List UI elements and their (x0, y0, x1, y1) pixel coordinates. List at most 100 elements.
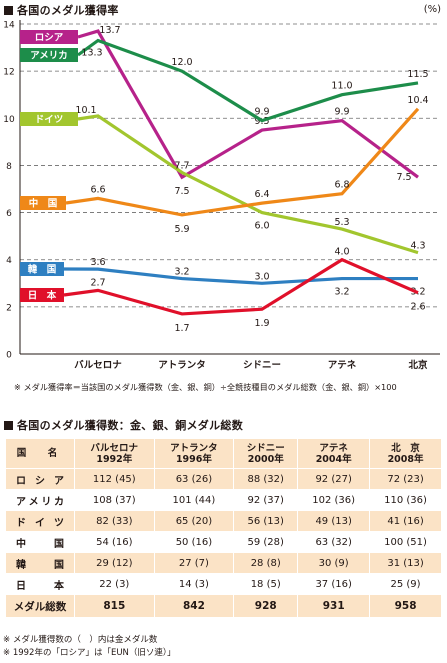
data-label: 7.5 (396, 172, 411, 183)
data-label: 13.3 (81, 48, 102, 59)
data-label: 7.5 (174, 186, 189, 197)
series-line (63, 257, 419, 316)
y-tick-label: 0 (6, 351, 12, 361)
country-cell: ロシア (5, 468, 75, 490)
column-header: 北 京 2008年 (369, 438, 442, 469)
x-tick-label: シドニー (243, 360, 281, 371)
series-line (77, 29, 419, 180)
country-char: イ (35, 517, 45, 529)
series-line (77, 114, 419, 255)
table-title: 各国のメダル獲得数：金、銀、銅メダル総数 (4, 417, 243, 433)
data-label: 1.9 (254, 318, 269, 329)
square-bullet-icon (4, 6, 13, 15)
country-char: 中 (16, 538, 26, 550)
data-label: 10.4 (407, 95, 428, 106)
country-column-header: 国 名 (5, 438, 75, 469)
y-tick-label: 4 (6, 256, 12, 266)
series-line (77, 38, 419, 123)
medal-count-cell: 92 (27) (297, 468, 371, 490)
square-bullet-icon (4, 421, 13, 430)
data-label: 6.8 (334, 180, 349, 191)
table-row: 日本 22 (3) 14 (3) 18 (5) 37 (16) 25 (9) (5, 573, 442, 595)
series-5: 2.7 1.7 1.9 4.0 2.6 日 本 (20, 247, 426, 334)
y-tick-label: 8 (6, 162, 12, 172)
data-label: 6.0 (254, 221, 269, 232)
column-header-games: アテネ (319, 442, 348, 454)
legend-swatch (20, 262, 64, 276)
column-header-year: 2000年 (247, 453, 284, 465)
medal-count-cell: 82 (33) (74, 510, 155, 532)
medal-count-cell: 101 (44) (153, 489, 235, 511)
x-tick-label: アトランタ (158, 359, 206, 371)
total-cell: 842 (153, 594, 235, 618)
medal-count-cell: 28 (8) (233, 552, 299, 574)
legend-label: ドイツ (35, 115, 64, 126)
legend-label: アメリカ (30, 51, 68, 62)
medal-count-cell: 88 (32) (233, 468, 299, 490)
country-char: 韓 (16, 559, 26, 571)
data-label: 13.7 (99, 25, 120, 36)
series-3: 6.6 5.9 6.4 6.8 10.4 中 国 (20, 95, 429, 235)
country-char: ロ (16, 475, 26, 487)
table-notes: ※ メダル獲得数の（ ）内は金メダル数 ※ 1992年の「ロシア」は「EUN（旧… (3, 634, 176, 660)
medal-count-cell: 37 (16) (297, 573, 371, 595)
column-header-year: 2008年 (387, 453, 424, 465)
data-label: 9.9 (334, 107, 349, 118)
medal-count-cell: 100 (51) (369, 531, 442, 553)
legend-label: 中 国 (29, 198, 58, 210)
medal-count-cell: 63 (26) (153, 468, 235, 490)
country-cell: 日本 (5, 573, 75, 595)
country-char: メ (28, 496, 39, 508)
data-label: 11.5 (407, 69, 428, 80)
medal-count-cell: 50 (16) (153, 531, 235, 553)
table-row: 中国 54 (16) 50 (16) 59 (28) 63 (32) 100 (51) (5, 531, 442, 553)
medal-count-cell: 102 (36) (297, 489, 371, 511)
medal-count-cell: 65 (20) (153, 510, 235, 532)
data-label: 4.3 (410, 241, 425, 252)
data-label: 3.0 (254, 271, 269, 282)
country-char: 国 (54, 538, 64, 550)
x-tick-label: 北京 (408, 359, 428, 371)
country-char: ツ (54, 517, 64, 529)
legend-swatch (20, 288, 64, 302)
medal-count-cell: 14 (3) (153, 573, 235, 595)
medal-count-cell: 108 (37) (74, 489, 155, 511)
medal-count-cell: 63 (32) (297, 531, 371, 553)
data-label: 2.7 (90, 277, 105, 288)
column-header: バルセロナ 1992年 (74, 438, 155, 469)
unit-label: (%) (423, 4, 441, 15)
column-header: アトランタ 1996年 (153, 438, 235, 469)
y-tick-label: 2 (6, 303, 12, 313)
y-tick-label: 6 (6, 209, 12, 219)
country-char: カ (53, 496, 64, 508)
chart-title: 各国のメダル獲得率 (4, 2, 119, 18)
medal-count-cell: 31 (13) (369, 552, 442, 574)
column-header-games: 北 京 (391, 442, 420, 454)
country-char: シ (35, 475, 45, 487)
medal-count-cell: 54 (16) (74, 531, 155, 553)
data-label: 3.2 (334, 287, 349, 298)
data-label: 3.6 (90, 257, 105, 268)
total-cell: 958 (369, 594, 442, 618)
country-char: ド (16, 517, 26, 529)
country-cell: アメリカ (5, 489, 75, 511)
data-label: 2.6 (410, 302, 425, 313)
medal-count-cell: 25 (9) (369, 573, 442, 595)
data-label: 5.9 (174, 224, 189, 235)
series-2: 10.1 7.7 6.0 5.3 4.3 ドイツ (20, 105, 426, 255)
medal-count-cell: 41 (16) (369, 510, 442, 532)
total-cell: 815 (74, 594, 155, 618)
data-label: 6.4 (254, 189, 269, 200)
legend-swatch (20, 112, 78, 126)
legend-swatch (20, 48, 78, 62)
series-1: 13.3 12.0 9.9 11.0 11.5 アメリカ (20, 38, 429, 123)
note-russia: ※ 1992年の「ロシア」は「EUN（旧ソ連）」 (3, 648, 176, 658)
medal-count-cell: 112 (45) (74, 468, 155, 490)
series-line (63, 267, 418, 285)
column-header-games: アトランタ (170, 442, 218, 454)
column-header-games: バルセロナ (90, 442, 139, 454)
total-cell: 928 (233, 594, 299, 618)
medal-count-cell: 29 (12) (74, 552, 155, 574)
formula-note: ※ メダル獲得率＝当該国のメダル獲得数（金、銀、銅）÷全競技種目のメダル総数（金… (14, 382, 397, 392)
